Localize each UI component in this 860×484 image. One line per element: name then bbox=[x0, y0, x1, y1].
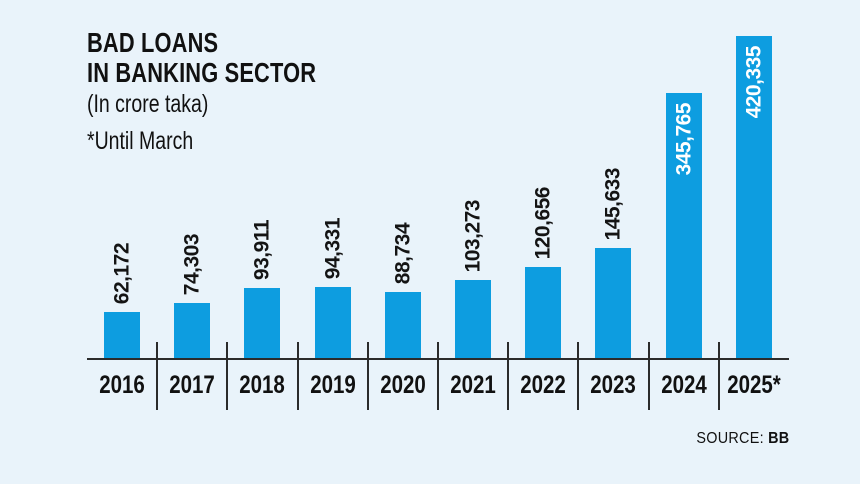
bar-2018 bbox=[244, 288, 281, 360]
bar-2020 bbox=[384, 292, 421, 360]
x-axis-label-2016: 2016 bbox=[99, 371, 145, 399]
bar-value-label-2021: 103,273 bbox=[461, 199, 485, 272]
bar-2017 bbox=[174, 303, 211, 360]
bar-column-2016: 62,172 bbox=[87, 20, 157, 360]
x-axis-label-2018: 2018 bbox=[239, 371, 286, 399]
bar-column-2024: 345,765 bbox=[649, 20, 719, 360]
bar-value-label-2025: 420,335 bbox=[742, 46, 766, 119]
chart-header: BAD LOANS IN BANKING SECTOR (In crore ta… bbox=[87, 27, 317, 156]
bar-value-label-2016: 62,172 bbox=[110, 242, 134, 304]
bar-column-2018: 93,911 bbox=[227, 20, 297, 360]
bar-column-2017: 74,303 bbox=[157, 20, 227, 360]
bar-2025 bbox=[735, 36, 772, 360]
bar-2024 bbox=[665, 93, 702, 360]
chart-unit-subtitle: (In crore taka) bbox=[87, 90, 209, 118]
bar-column-2022: 120,656 bbox=[508, 20, 578, 360]
x-axis-tick bbox=[437, 342, 439, 410]
x-axis-label-2025: 2025* bbox=[726, 371, 781, 399]
bar-column-2023: 145,633 bbox=[578, 20, 648, 360]
x-axis-label-2017: 2017 bbox=[169, 371, 215, 399]
bar-column-2021: 103,273 bbox=[438, 20, 508, 360]
x-axis-label-2023: 2023 bbox=[590, 371, 637, 399]
x-axis-label-2024: 2024 bbox=[660, 371, 707, 399]
bar-column-2025: 420,335 bbox=[719, 20, 789, 360]
source-credit: SOURCE: BB bbox=[696, 430, 789, 448]
bar-value-label-2017: 74,303 bbox=[180, 233, 204, 295]
x-axis-tick bbox=[366, 342, 369, 410]
bar-value-label-2024: 345,765 bbox=[672, 103, 696, 176]
source-value: BB bbox=[767, 430, 789, 447]
bar-value-label-2023: 145,633 bbox=[601, 167, 625, 240]
x-axis-label-2022: 2022 bbox=[520, 371, 566, 399]
bar-column-2019: 94,331 bbox=[298, 20, 368, 360]
x-axis-tick bbox=[717, 342, 720, 410]
bar-2022 bbox=[525, 267, 562, 360]
source-label: SOURCE: bbox=[695, 430, 764, 447]
bar-chart-plot: 62,172 74,303 93,911 94,331 88,734 103,273 120… bbox=[87, 20, 789, 360]
x-axis-label-2020: 2020 bbox=[379, 371, 426, 399]
x-axis-label-2021: 2021 bbox=[450, 371, 496, 399]
x-axis-tick bbox=[226, 342, 229, 410]
x-axis-tick bbox=[577, 342, 580, 410]
bar-2019 bbox=[314, 287, 351, 360]
bar-value-label-2018: 93,911 bbox=[250, 219, 274, 280]
bar-2016 bbox=[104, 312, 140, 360]
bar-value-label-2022: 120,656 bbox=[531, 186, 555, 259]
bar-2021 bbox=[455, 280, 491, 360]
bar-value-label-2019: 94,331 bbox=[321, 217, 345, 279]
x-axis-tick bbox=[507, 342, 510, 410]
bar-value-label-2020: 88,734 bbox=[391, 222, 415, 284]
x-axis-tick bbox=[156, 342, 159, 410]
chart-title-line2: IN BANKING SECTOR bbox=[87, 57, 317, 88]
x-axis-tick bbox=[647, 342, 650, 410]
chart-footnote: *Until March bbox=[87, 127, 194, 155]
bar-2023 bbox=[595, 248, 632, 360]
x-axis-label-2019: 2019 bbox=[309, 371, 356, 399]
x-axis-tick bbox=[296, 342, 299, 410]
bar-column-2020: 88,734 bbox=[368, 20, 438, 360]
chart-title-line1: BAD LOANS bbox=[87, 27, 219, 58]
x-axis-labels: 2016 2017 2018 2019 2020 2021 2022 2023 2024 2025… bbox=[87, 370, 789, 402]
